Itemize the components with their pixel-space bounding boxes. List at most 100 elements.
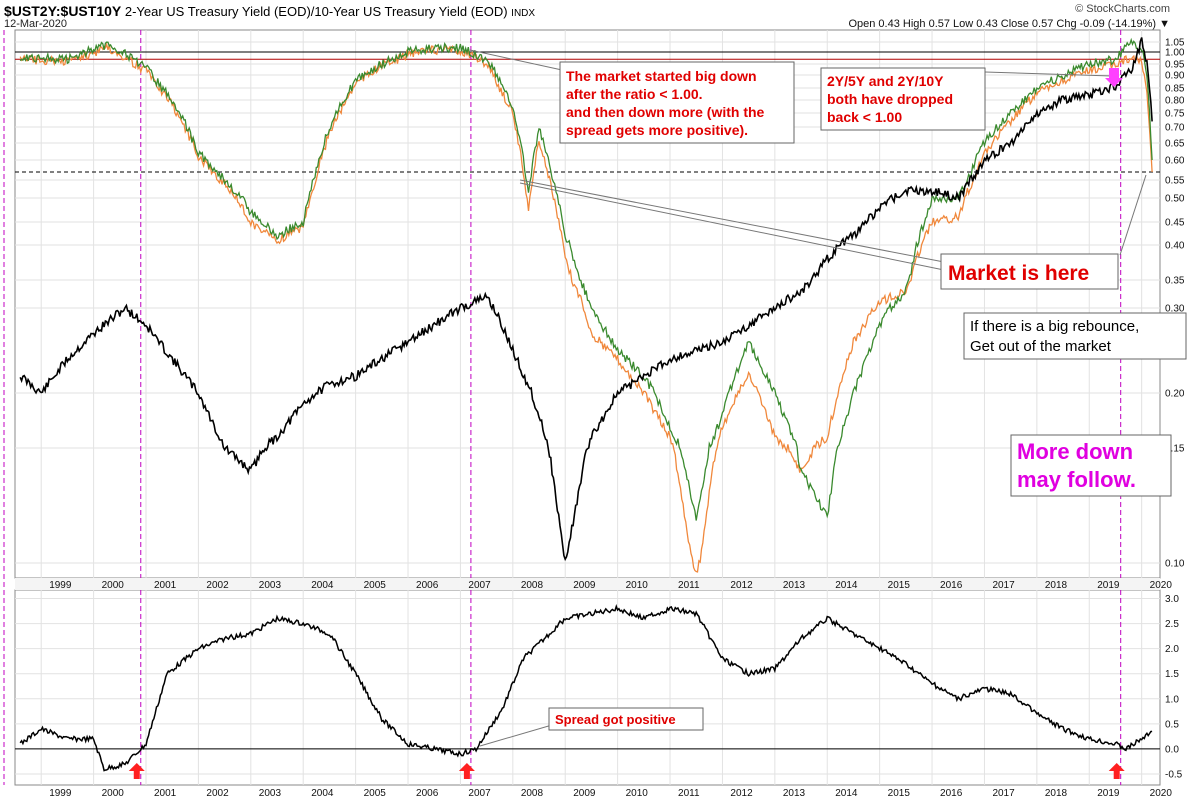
x-tick-main: 2012	[730, 580, 753, 591]
x-tick-lower: 2014	[835, 788, 858, 799]
callout-line-4	[984, 71, 1113, 77]
note-4-line-1: If there is a big rebounce,	[970, 318, 1139, 335]
x-tick-lower: 2004	[311, 788, 334, 799]
chart-title: $UST2Y:$UST10Y 2-Year US Treasury Yield …	[4, 3, 535, 19]
note-2-line-1: 2Y/5Y and 2Y/10Y	[827, 73, 944, 89]
y-tick-main: 1.05	[1165, 38, 1185, 49]
y-tick-main: 0.35	[1165, 276, 1185, 287]
x-tick-main: 1999	[49, 580, 72, 591]
main-date-strip	[15, 578, 1160, 590]
date-label: 12-Mar-2020	[4, 18, 67, 30]
event-arrow	[128, 763, 145, 779]
callout-line-3	[1119, 174, 1147, 256]
note-4-line-2: Get out of the market	[970, 338, 1112, 355]
x-tick-lower: 2018	[1045, 788, 1068, 799]
pink-marker	[1105, 68, 1123, 87]
note-3-text: Market is here	[948, 262, 1089, 285]
x-tick-main: 2018	[1045, 580, 1068, 591]
x-tick-main: 2016	[940, 580, 963, 591]
note-1-line-2: after the ratio < 1.00.	[566, 86, 703, 102]
x-tick-main: 2010	[626, 580, 649, 591]
callout-line-5	[479, 724, 553, 747]
x-tick-main: 2014	[835, 580, 858, 591]
note-6-text: Spread got positive	[555, 712, 676, 727]
note-2-line-3: back < 1.00	[827, 109, 902, 125]
x-tick-main: 2017	[992, 580, 1015, 591]
x-tick-lower: 2019	[1097, 788, 1120, 799]
callout-line-2b	[519, 182, 945, 271]
callout-line-2	[519, 179, 945, 263]
x-tick-lower: 1999	[49, 788, 72, 799]
panel-frames	[14, 29, 1161, 786]
x-tick-main: 2001	[154, 580, 177, 591]
x-tick-lower: 2008	[521, 788, 544, 799]
note-box-2	[820, 67, 986, 131]
x-tick-main: 2015	[888, 580, 911, 591]
annotations: The market started big down after the ra…	[469, 49, 1187, 747]
x-tick-lower: 2005	[364, 788, 387, 799]
y-tick-main: 0.45	[1165, 218, 1185, 229]
series-lines	[19, 37, 1153, 772]
y-tick-lower: 2.0	[1165, 644, 1179, 655]
x-tick-lower: 2001	[154, 788, 177, 799]
y-tick-main: 0.30	[1165, 304, 1185, 315]
x-tick-lower: 2003	[259, 788, 282, 799]
y-tick-main: 0.95	[1165, 60, 1185, 71]
main-series-ratio_alt	[19, 42, 1153, 573]
note-5-line-1: More down	[1017, 439, 1133, 464]
event-arrow	[458, 763, 475, 779]
exchange-label: INDX	[511, 8, 536, 19]
y-tick-lower: 3.0	[1165, 594, 1179, 605]
x-tick-main: 2020	[1150, 580, 1173, 591]
brand-label: © StockCharts.com	[1075, 3, 1170, 15]
y-tick-main: 0.55	[1165, 176, 1185, 187]
y-tick-lower: 0.5	[1165, 719, 1179, 730]
main-series-ratio_2y10y	[19, 37, 1153, 562]
y-tick-main: 0.15	[1165, 444, 1185, 455]
y-tick-main: 0.70	[1165, 123, 1185, 134]
description-label: 2-Year US Treasury Yield (EOD)/10-Year U…	[124, 4, 508, 19]
y-tick-main: 0.85	[1165, 84, 1185, 95]
y-tick-lower: 0.0	[1165, 744, 1179, 755]
y-tick-main: 0.40	[1165, 241, 1185, 252]
x-tick-lower: 2007	[468, 788, 491, 799]
x-tick-lower: 2017	[992, 788, 1015, 799]
event-arrows	[128, 763, 1125, 779]
x-tick-main: 2004	[311, 580, 334, 591]
y-tick-main: 0.10	[1165, 559, 1185, 570]
note-1-line-3: and then down more (with the	[566, 104, 765, 120]
y-tick-main: 0.50	[1165, 194, 1185, 205]
note-box-4	[963, 312, 1187, 360]
y-tick-lower: 1.0	[1165, 694, 1179, 705]
lower-panel-frame	[14, 589, 1161, 786]
x-tick-main: 2009	[573, 580, 596, 591]
y-tick-lower: 1.5	[1165, 669, 1179, 680]
ohlc-readout: Open 0.43 High 0.57 Low 0.43 Close 0.57 …	[848, 18, 1170, 30]
x-tick-main: 2008	[521, 580, 544, 591]
x-tick-lower: 2016	[940, 788, 963, 799]
x-tick-main: 2019	[1097, 580, 1120, 591]
y-tick-main: 0.90	[1165, 71, 1185, 82]
symbol-label: $UST2Y:$UST10Y	[4, 3, 122, 19]
x-tick-main: 2000	[102, 580, 125, 591]
x-tick-lower: 2009	[573, 788, 596, 799]
note-box-3	[940, 253, 1119, 290]
reference-lines	[3, 30, 1160, 785]
x-tick-lower: 2010	[626, 788, 649, 799]
note-1-line-1: The market started big down	[566, 68, 757, 84]
y-tick-main: 0.75	[1165, 109, 1185, 120]
x-tick-lower: 2013	[783, 788, 806, 799]
y-tick-main: 0.65	[1165, 139, 1185, 150]
y-tick-main: 0.60	[1165, 156, 1185, 167]
event-arrow	[1108, 763, 1125, 779]
x-tick-lower: 2015	[888, 788, 911, 799]
x-tick-main: 2006	[416, 580, 439, 591]
note-box-5	[1010, 434, 1172, 497]
x-tick-lower: 2020	[1150, 788, 1173, 799]
x-tick-main: 2005	[364, 580, 387, 591]
y-tick-lower: -0.5	[1165, 769, 1183, 780]
x-tick-lower: 2012	[730, 788, 753, 799]
y-tick-main: 0.20	[1165, 389, 1185, 400]
